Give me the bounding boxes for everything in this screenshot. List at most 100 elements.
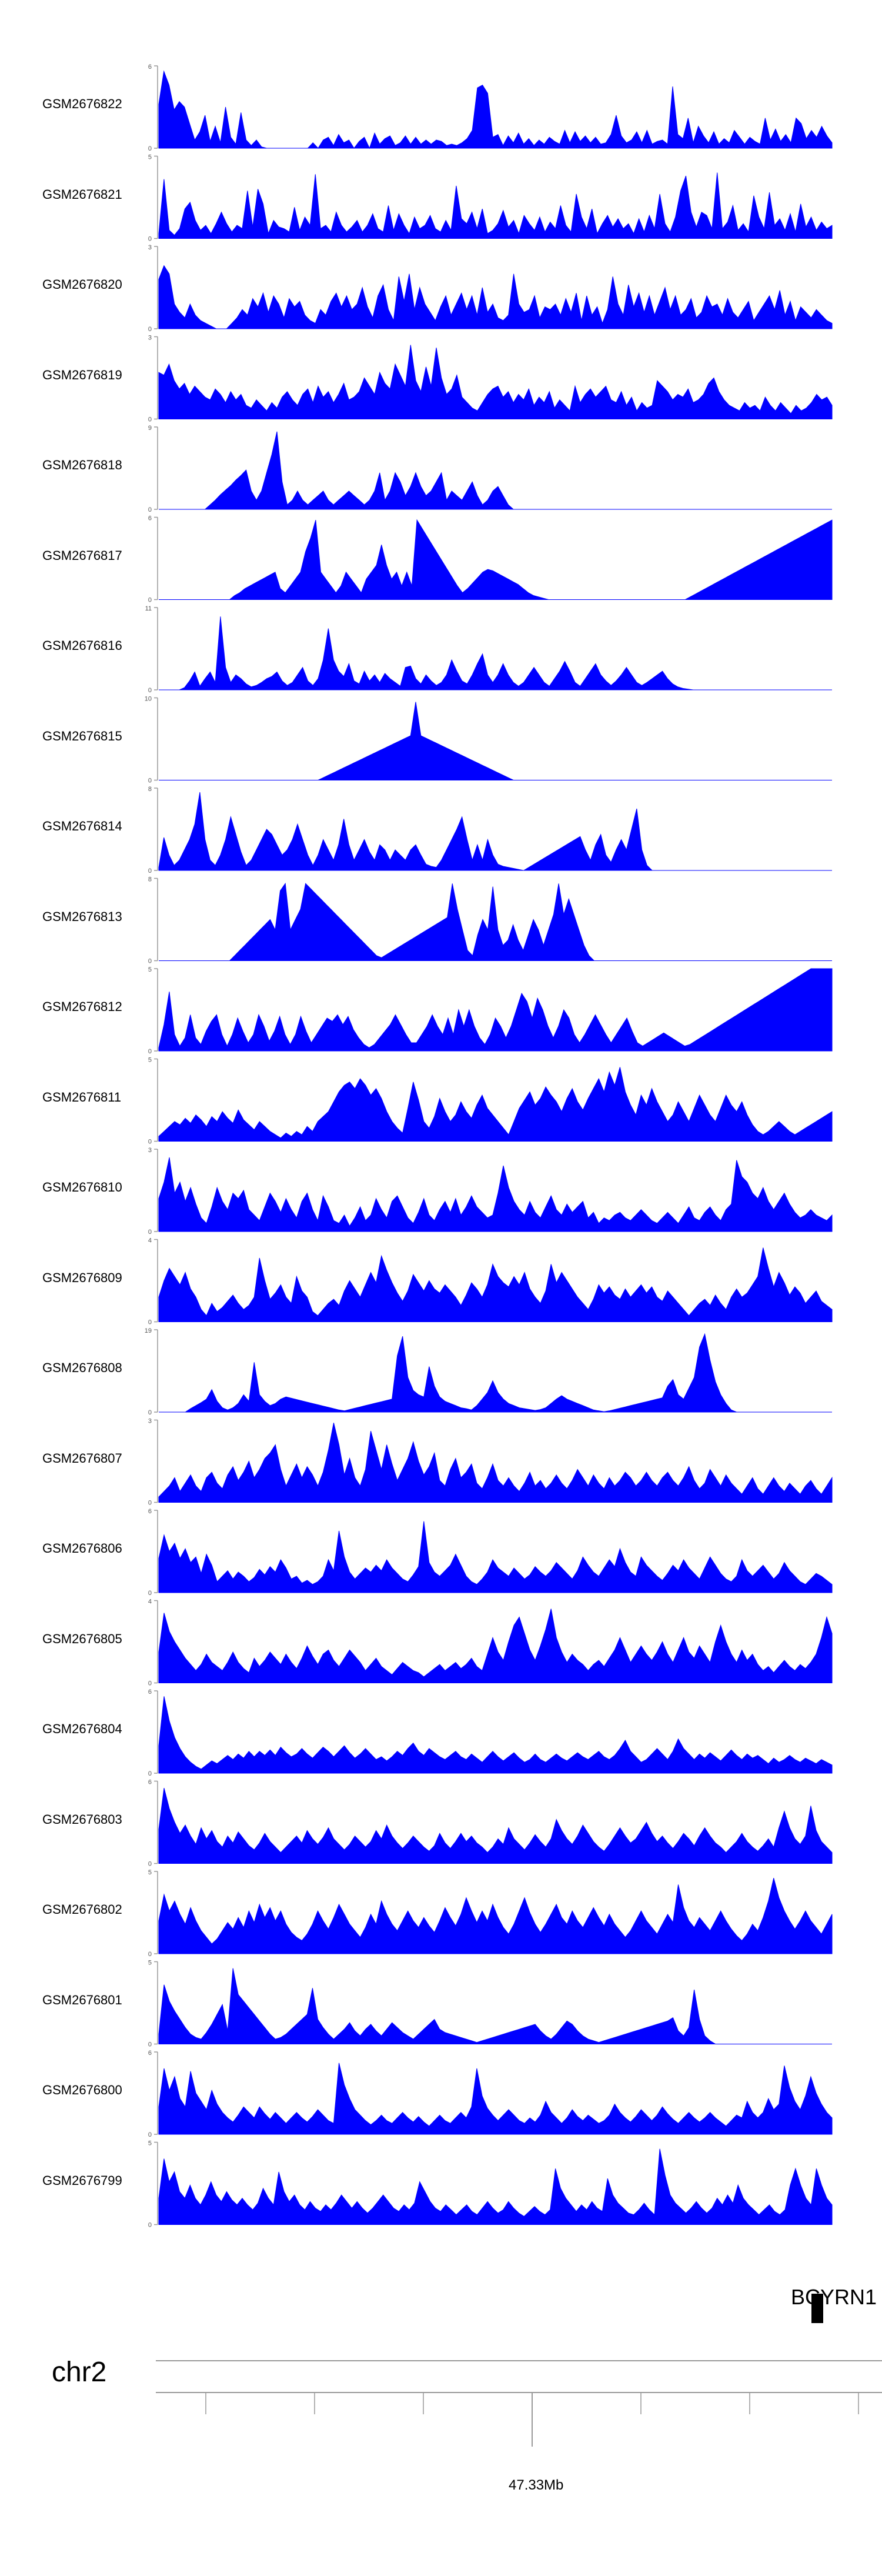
y-axis-max-label: 6 xyxy=(148,1779,152,1786)
track-label: GSM2676804 xyxy=(42,1721,122,1736)
y-axis-max-label: 5 xyxy=(148,154,152,161)
y-axis-max-label: 5 xyxy=(148,1057,152,1064)
track-label: GSM2676813 xyxy=(42,909,122,924)
y-axis-max-label: 6 xyxy=(148,1508,152,1515)
y-axis-min-label: 0 xyxy=(148,597,152,604)
gene-label: BCYRN1 xyxy=(791,2285,877,2309)
y-axis-max-label: 8 xyxy=(148,786,152,793)
y-axis-min-label: 0 xyxy=(148,778,152,785)
coverage-area xyxy=(158,1696,833,1774)
y-axis-max-label: 5 xyxy=(148,1960,152,1967)
track-label: GSM2676814 xyxy=(42,819,122,833)
y-axis-min-label: 0 xyxy=(148,2131,152,2138)
y-axis-max-label: 19 xyxy=(145,1327,152,1334)
coverage-area xyxy=(158,1878,833,1954)
track-label: GSM2676805 xyxy=(42,1631,122,1646)
y-axis-min-label: 0 xyxy=(148,867,152,875)
coverage-area xyxy=(158,1788,833,1864)
y-axis-min-label: 0 xyxy=(148,687,152,694)
y-axis-max-label: 6 xyxy=(148,515,152,522)
chromosome-label: chr2 xyxy=(52,2357,107,2388)
y-axis-min-label: 0 xyxy=(148,1319,152,1326)
coverage-area xyxy=(159,1333,832,1413)
y-axis-min-label: 0 xyxy=(148,1770,152,1777)
track-label: GSM2676815 xyxy=(42,728,122,743)
y-axis-min-label: 0 xyxy=(148,1048,152,1055)
track-label: GSM2676819 xyxy=(42,367,122,382)
y-axis-min-label: 0 xyxy=(148,1951,152,1958)
track-label: GSM2676818 xyxy=(42,458,122,472)
track-label: GSM2676812 xyxy=(42,999,122,1014)
track-label: GSM2676807 xyxy=(42,1450,122,1466)
y-axis-min-label: 0 xyxy=(148,236,152,243)
track-label: GSM2676816 xyxy=(42,638,122,653)
track-label: GSM2676820 xyxy=(42,277,122,292)
y-axis-min-label: 0 xyxy=(148,958,152,965)
track-label: GSM2676799 xyxy=(42,2173,122,2188)
coverage-area xyxy=(159,616,832,690)
track-label: GSM2676800 xyxy=(42,2083,122,2097)
track-label: GSM2676808 xyxy=(42,1360,122,1375)
y-axis-max-label: 11 xyxy=(145,605,152,612)
y-axis-max-label: 5 xyxy=(148,2140,152,2147)
track-label: GSM2676817 xyxy=(42,548,122,563)
y-axis-max-label: 6 xyxy=(148,1689,152,1696)
y-axis-max-label: 3 xyxy=(148,244,152,251)
coverage-area xyxy=(158,1157,833,1232)
y-axis-max-label: 8 xyxy=(148,876,152,883)
coverage-area xyxy=(158,265,833,329)
coverage-area xyxy=(158,1609,833,1683)
y-axis-min-label: 0 xyxy=(148,2222,152,2229)
position-label: 47.33Mb xyxy=(509,2477,564,2493)
y-axis-min-label: 0 xyxy=(148,416,152,423)
y-axis-min-label: 0 xyxy=(148,1861,152,1868)
coverage-area xyxy=(158,1423,833,1503)
y-axis-max-label: 3 xyxy=(148,1418,152,1425)
coverage-area xyxy=(158,1968,832,2044)
coverage-area xyxy=(158,70,833,149)
y-axis-min-label: 0 xyxy=(148,2041,152,2048)
track-label: GSM2676801 xyxy=(42,1992,122,2007)
track-label: GSM2676806 xyxy=(42,1541,122,1556)
y-axis-min-label: 0 xyxy=(148,1500,152,1507)
y-axis-min-label: 0 xyxy=(148,506,152,513)
coverage-area xyxy=(158,172,833,239)
y-axis-max-label: 10 xyxy=(145,696,152,703)
y-axis-min-label: 0 xyxy=(148,1590,152,1597)
coverage-area xyxy=(158,968,833,1052)
track-label: GSM2676822 xyxy=(42,96,122,111)
y-axis-min-label: 0 xyxy=(148,1229,152,1236)
y-axis-max-label: 6 xyxy=(148,64,152,71)
track-label: GSM2676811 xyxy=(42,1089,122,1105)
coverage-area xyxy=(159,882,832,961)
track-label: GSM2676809 xyxy=(42,1270,122,1285)
y-axis-max-label: 4 xyxy=(148,1237,152,1244)
y-axis-min-label: 0 xyxy=(148,1680,152,1687)
y-axis-min-label: 0 xyxy=(148,1139,152,1146)
coverage-area xyxy=(159,519,833,600)
y-axis-min-label: 0 xyxy=(148,1409,152,1416)
coverage-area xyxy=(158,345,833,419)
y-axis-max-label: 3 xyxy=(148,335,152,342)
coverage-area xyxy=(158,1521,833,1593)
